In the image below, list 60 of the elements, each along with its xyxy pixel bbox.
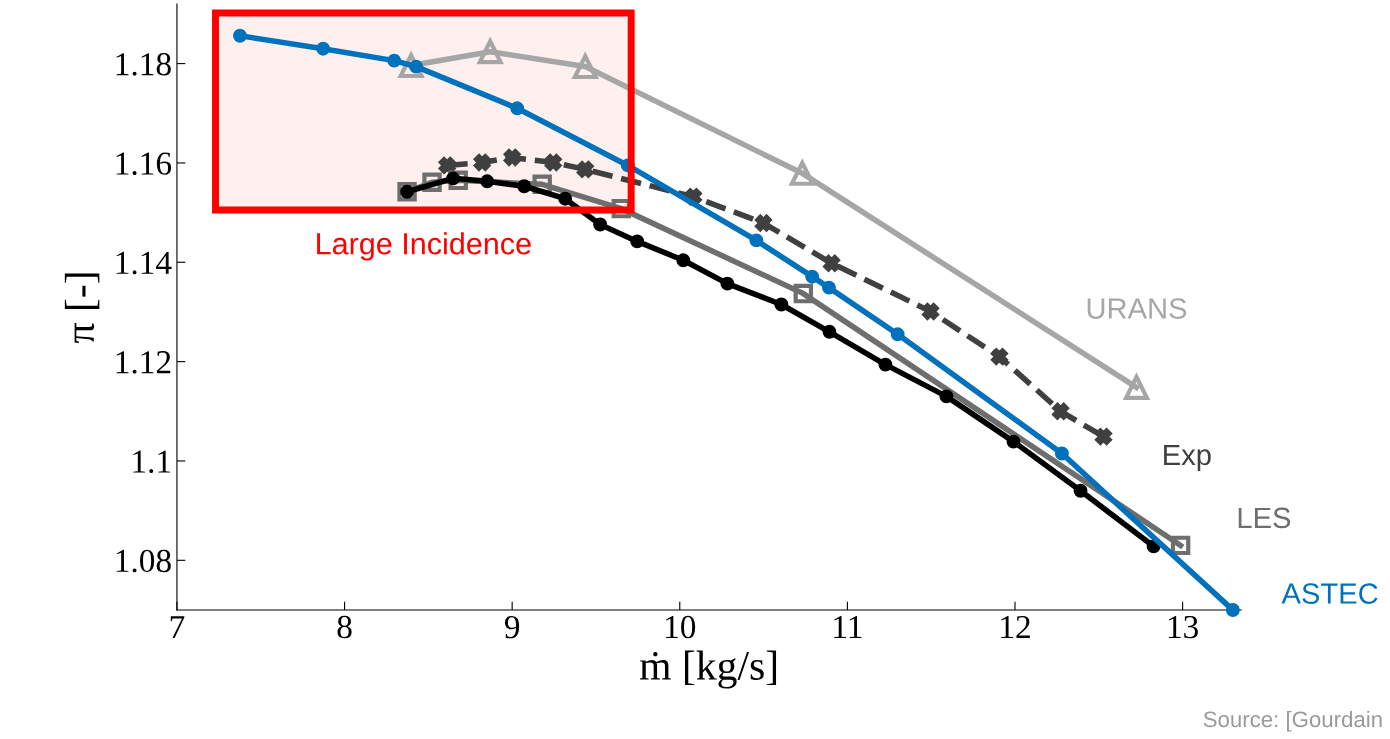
point xyxy=(316,41,331,56)
series-label: LES xyxy=(1238,507,1291,529)
point xyxy=(1054,446,1069,461)
x-tick-label: 11 xyxy=(834,615,862,638)
point xyxy=(676,253,691,268)
point xyxy=(438,157,456,174)
point xyxy=(878,357,893,372)
x-tick-label: 9 xyxy=(504,615,520,639)
y-tick-label: 1.16 xyxy=(116,152,172,175)
y-tick-label: 1.14 xyxy=(116,251,172,275)
point xyxy=(510,101,525,116)
point xyxy=(939,389,954,404)
point xyxy=(503,149,521,166)
x-axis-title: ṁ [kg/s] xyxy=(639,650,777,689)
point xyxy=(544,154,562,171)
point xyxy=(720,276,735,291)
y-tick-label: 1.08 xyxy=(116,549,171,573)
point xyxy=(517,179,532,194)
point xyxy=(774,297,789,312)
point xyxy=(233,28,247,43)
point xyxy=(630,234,645,249)
point xyxy=(822,280,836,295)
point xyxy=(473,154,491,171)
point xyxy=(448,170,468,191)
point xyxy=(593,217,608,232)
point xyxy=(991,348,1008,365)
series-label: URANS xyxy=(1087,298,1187,319)
point xyxy=(890,327,905,342)
point xyxy=(755,214,772,232)
point xyxy=(822,324,837,339)
x-tick-label: 13 xyxy=(1168,615,1198,639)
x-tick-label: 12 xyxy=(1001,615,1030,638)
point xyxy=(788,158,816,186)
series-label: Exp xyxy=(1164,444,1211,472)
series-label: ASTEC xyxy=(1281,583,1378,604)
point xyxy=(793,283,814,304)
point xyxy=(480,174,495,189)
point xyxy=(805,269,820,284)
point xyxy=(922,303,939,320)
y-tick-label: 1.1 xyxy=(133,450,171,473)
x-tick-label: 8 xyxy=(337,615,352,639)
point xyxy=(1052,402,1069,420)
y-axis-title: π [-] xyxy=(64,273,100,343)
point xyxy=(1006,434,1021,449)
point xyxy=(558,191,573,206)
point xyxy=(1225,603,1240,617)
point xyxy=(1122,372,1151,400)
point xyxy=(1073,483,1088,498)
point xyxy=(823,254,840,272)
point xyxy=(1095,428,1112,445)
x-tick-label: 7 xyxy=(170,616,185,638)
source-note: Source: [Gourdain xyxy=(1203,710,1382,732)
point xyxy=(749,233,764,248)
point xyxy=(1170,535,1191,556)
point xyxy=(576,161,594,178)
x-tick-label: 10 xyxy=(666,615,696,639)
y-tick-label: 1.18 xyxy=(116,52,171,76)
y-tick-label: 1.12 xyxy=(116,351,171,374)
point xyxy=(387,53,402,68)
band-label: Large Incidence xyxy=(317,232,531,261)
